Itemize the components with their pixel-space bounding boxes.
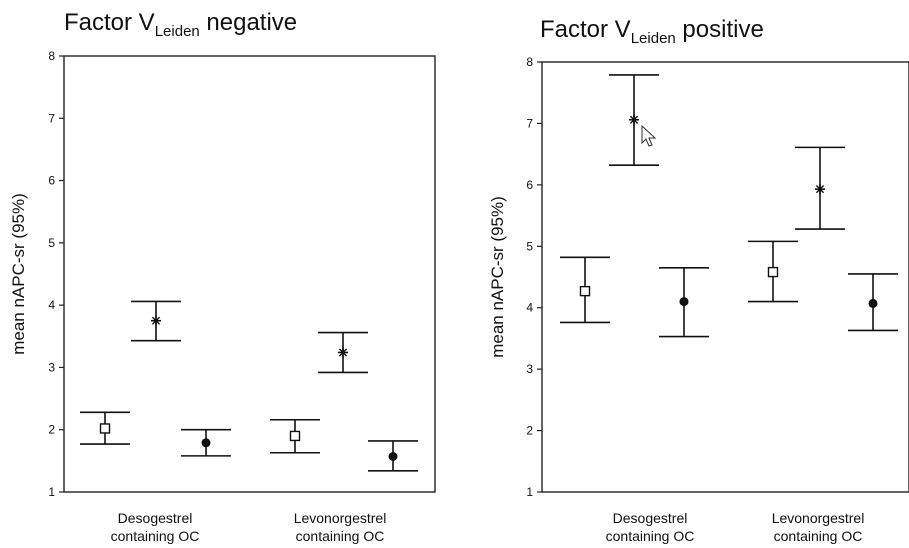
x-category-label: containing OC bbox=[606, 528, 695, 544]
chart-title-suffix: negative bbox=[200, 9, 297, 36]
y-tick-label: 3 bbox=[526, 362, 533, 376]
marker-square bbox=[289, 430, 301, 442]
mouse-pointer-icon bbox=[641, 124, 657, 147]
marker-dot bbox=[679, 297, 689, 307]
y-tick-label: 3 bbox=[48, 360, 55, 374]
chart-title: Factor VLeiden positive bbox=[540, 16, 764, 47]
x-category-label: containing OC bbox=[111, 528, 200, 544]
y-tick-label: 2 bbox=[48, 423, 55, 437]
y-tick-label: 8 bbox=[526, 55, 533, 69]
marker-star bbox=[338, 347, 348, 358]
y-tick-label: 6 bbox=[526, 178, 533, 192]
chart-title: Factor VLeiden negative bbox=[64, 9, 297, 40]
x-category-label: Desogestrel bbox=[118, 510, 193, 526]
error-bar-star bbox=[131, 300, 181, 342]
marker-square bbox=[767, 266, 779, 278]
marker-star bbox=[815, 184, 825, 195]
marker-star bbox=[629, 114, 639, 125]
error-bar-star bbox=[795, 146, 845, 230]
marker-dot bbox=[201, 438, 211, 448]
y-tick-label: 8 bbox=[48, 49, 55, 63]
x-category-label: Levonorgestrel bbox=[294, 510, 387, 526]
panel-factor-v-leiden-negative: Factor VLeiden negative mean nAPC-sr (95%… bbox=[9, 9, 436, 544]
error-bar-square bbox=[748, 240, 798, 303]
marker-star bbox=[151, 315, 161, 326]
error-bar-dot bbox=[368, 440, 418, 472]
chart-title-subscript: Leiden bbox=[155, 23, 200, 40]
marker-square bbox=[579, 285, 591, 297]
marker-square bbox=[99, 423, 111, 434]
error-bar-square bbox=[270, 418, 320, 454]
y-tick-label: 7 bbox=[526, 116, 533, 130]
y-tick-label: 1 bbox=[48, 485, 55, 499]
y-axis-label: mean nAPC-sr (95%) bbox=[9, 193, 28, 355]
chart-title-main: Factor V bbox=[540, 16, 631, 43]
y-axis-label: mean nAPC-sr (95%) bbox=[488, 196, 507, 358]
chart-title-subscript: Leiden bbox=[631, 30, 676, 47]
y-tick-label: 7 bbox=[48, 111, 55, 125]
y-tick-label: 5 bbox=[526, 239, 533, 253]
marker-dot bbox=[868, 298, 878, 308]
error-bar-dot bbox=[659, 266, 709, 338]
y-tick-label: 2 bbox=[526, 424, 533, 438]
error-bar-square bbox=[80, 411, 130, 445]
x-category-label: Levonorgestrel bbox=[772, 510, 865, 526]
y-tick-label: 1 bbox=[526, 485, 533, 499]
error-bar-star bbox=[318, 331, 368, 374]
chart-title-main: Factor V bbox=[64, 9, 155, 36]
y-tick-label: 4 bbox=[48, 298, 55, 312]
y-tick-label: 5 bbox=[48, 236, 55, 250]
x-category-label: containing OC bbox=[296, 528, 385, 544]
plot-frame bbox=[63, 55, 436, 493]
mouse-pointer-shape bbox=[641, 124, 657, 147]
error-bar-square bbox=[560, 256, 610, 324]
chart-title-suffix: positive bbox=[676, 16, 764, 43]
error-bar-dot bbox=[181, 428, 231, 457]
y-tick-label: 4 bbox=[526, 301, 533, 315]
error-bar-star bbox=[609, 74, 659, 166]
plot-frame bbox=[541, 61, 909, 493]
error-bar-dot bbox=[848, 273, 898, 332]
marker-dot bbox=[388, 451, 398, 461]
y-tick-label: 6 bbox=[48, 174, 55, 188]
panel-factor-v-leiden-positive: Factor VLeiden positive mean nAPC-sr (95%… bbox=[488, 16, 909, 544]
x-category-label: Desogestrel bbox=[613, 510, 688, 526]
x-category-label: containing OC bbox=[774, 528, 863, 544]
